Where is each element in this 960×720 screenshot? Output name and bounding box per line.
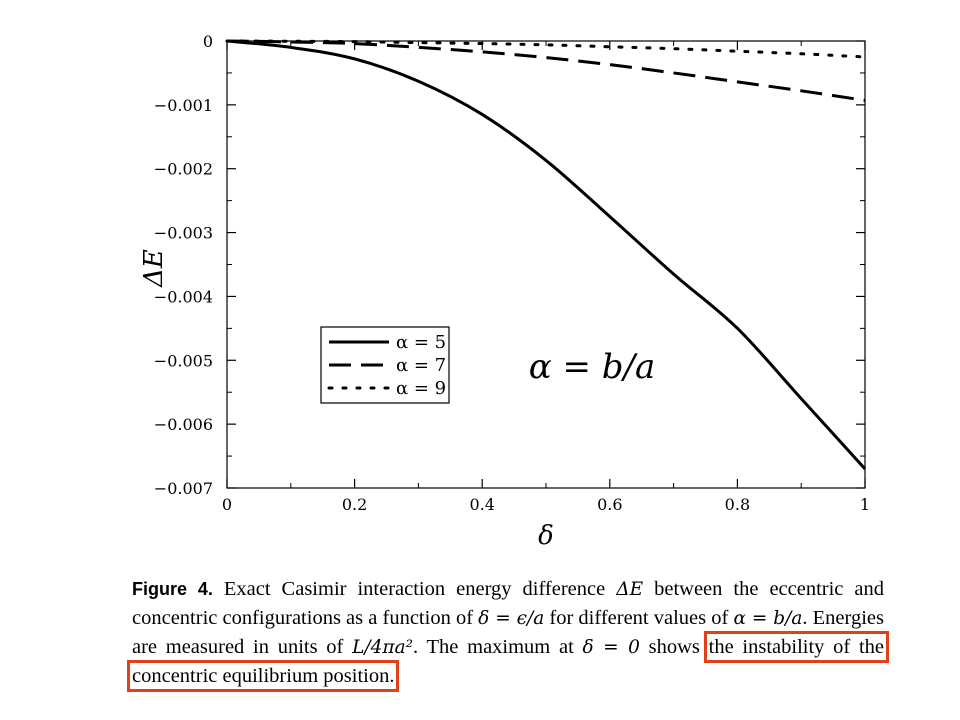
y-tick-label: −0.002 <box>154 160 213 179</box>
y-tick-label: −0.004 <box>154 287 213 306</box>
caption-math-4: L/4πa² <box>352 637 414 658</box>
x-tick-label: 0.2 <box>342 495 367 514</box>
series-line-2 <box>226 39 866 102</box>
x-axis: 0 0.2 0.4 0.6 0.8 1 <box>222 41 870 514</box>
chart-figure: 0 0.2 0.4 0.6 0.8 1 0 −0.001 −0.002 −0.003 −0.004… <box>139 32 870 551</box>
caption-math-1: ΔE <box>616 579 644 600</box>
legend-label-2: α = 7 <box>396 355 446 376</box>
x-tick-label: 1 <box>860 495 870 514</box>
legend-label-1: α = 5 <box>396 332 446 353</box>
legend-label-3: α = 9 <box>396 378 446 399</box>
x-tick-label: 0 <box>222 495 232 514</box>
caption-math-2: δ = ϵ/a <box>478 608 545 629</box>
y-tick-label: −0.007 <box>154 479 213 498</box>
y-tick-label: −0.003 <box>154 224 213 243</box>
caption-text-1: Exact Casimir interaction energy differe… <box>223 578 617 600</box>
caption-math-3: α = b/a <box>733 608 803 629</box>
caption-text-6: shows <box>639 636 709 658</box>
plot-frame <box>226 40 866 489</box>
series-layer <box>225 39 867 470</box>
figure-caption: Figure 4. Exact Casimir interaction ener… <box>126 575 890 692</box>
caption-highlight: the instability of the concentric equili… <box>126 631 890 692</box>
y-axis-label: ΔE <box>139 249 169 288</box>
alpha-annotation: α = b/a <box>529 347 656 387</box>
y-axis: 0 −0.001 −0.002 −0.003 −0.004 −0.005 −0.006 −0.… <box>154 32 865 498</box>
legend: α = 5α = 7α = 9 <box>320 326 450 404</box>
plot-area <box>226 40 866 489</box>
x-tick-label: 0.8 <box>725 495 750 514</box>
y-tick-label: 0 <box>203 32 213 51</box>
caption-math-5: δ = 0 <box>582 637 640 658</box>
x-axis-label: δ <box>538 521 554 551</box>
caption-text-2: between the eccentric and concentric con… <box>132 578 885 629</box>
caption-text-3: for different values of <box>544 607 734 629</box>
x-tick-label: 0.4 <box>469 495 494 514</box>
y-tick-label: −0.005 <box>154 351 213 370</box>
caption-text-5: . The maximum at <box>413 636 583 658</box>
series-line-1 <box>226 39 867 470</box>
y-tick-label: −0.001 <box>154 96 213 115</box>
caption-text-4: . Energies are measured in units of <box>132 607 884 658</box>
caption-label: Figure 4. <box>132 579 213 599</box>
y-tick-label: −0.006 <box>154 415 213 434</box>
x-tick-label: 0.6 <box>597 495 622 514</box>
